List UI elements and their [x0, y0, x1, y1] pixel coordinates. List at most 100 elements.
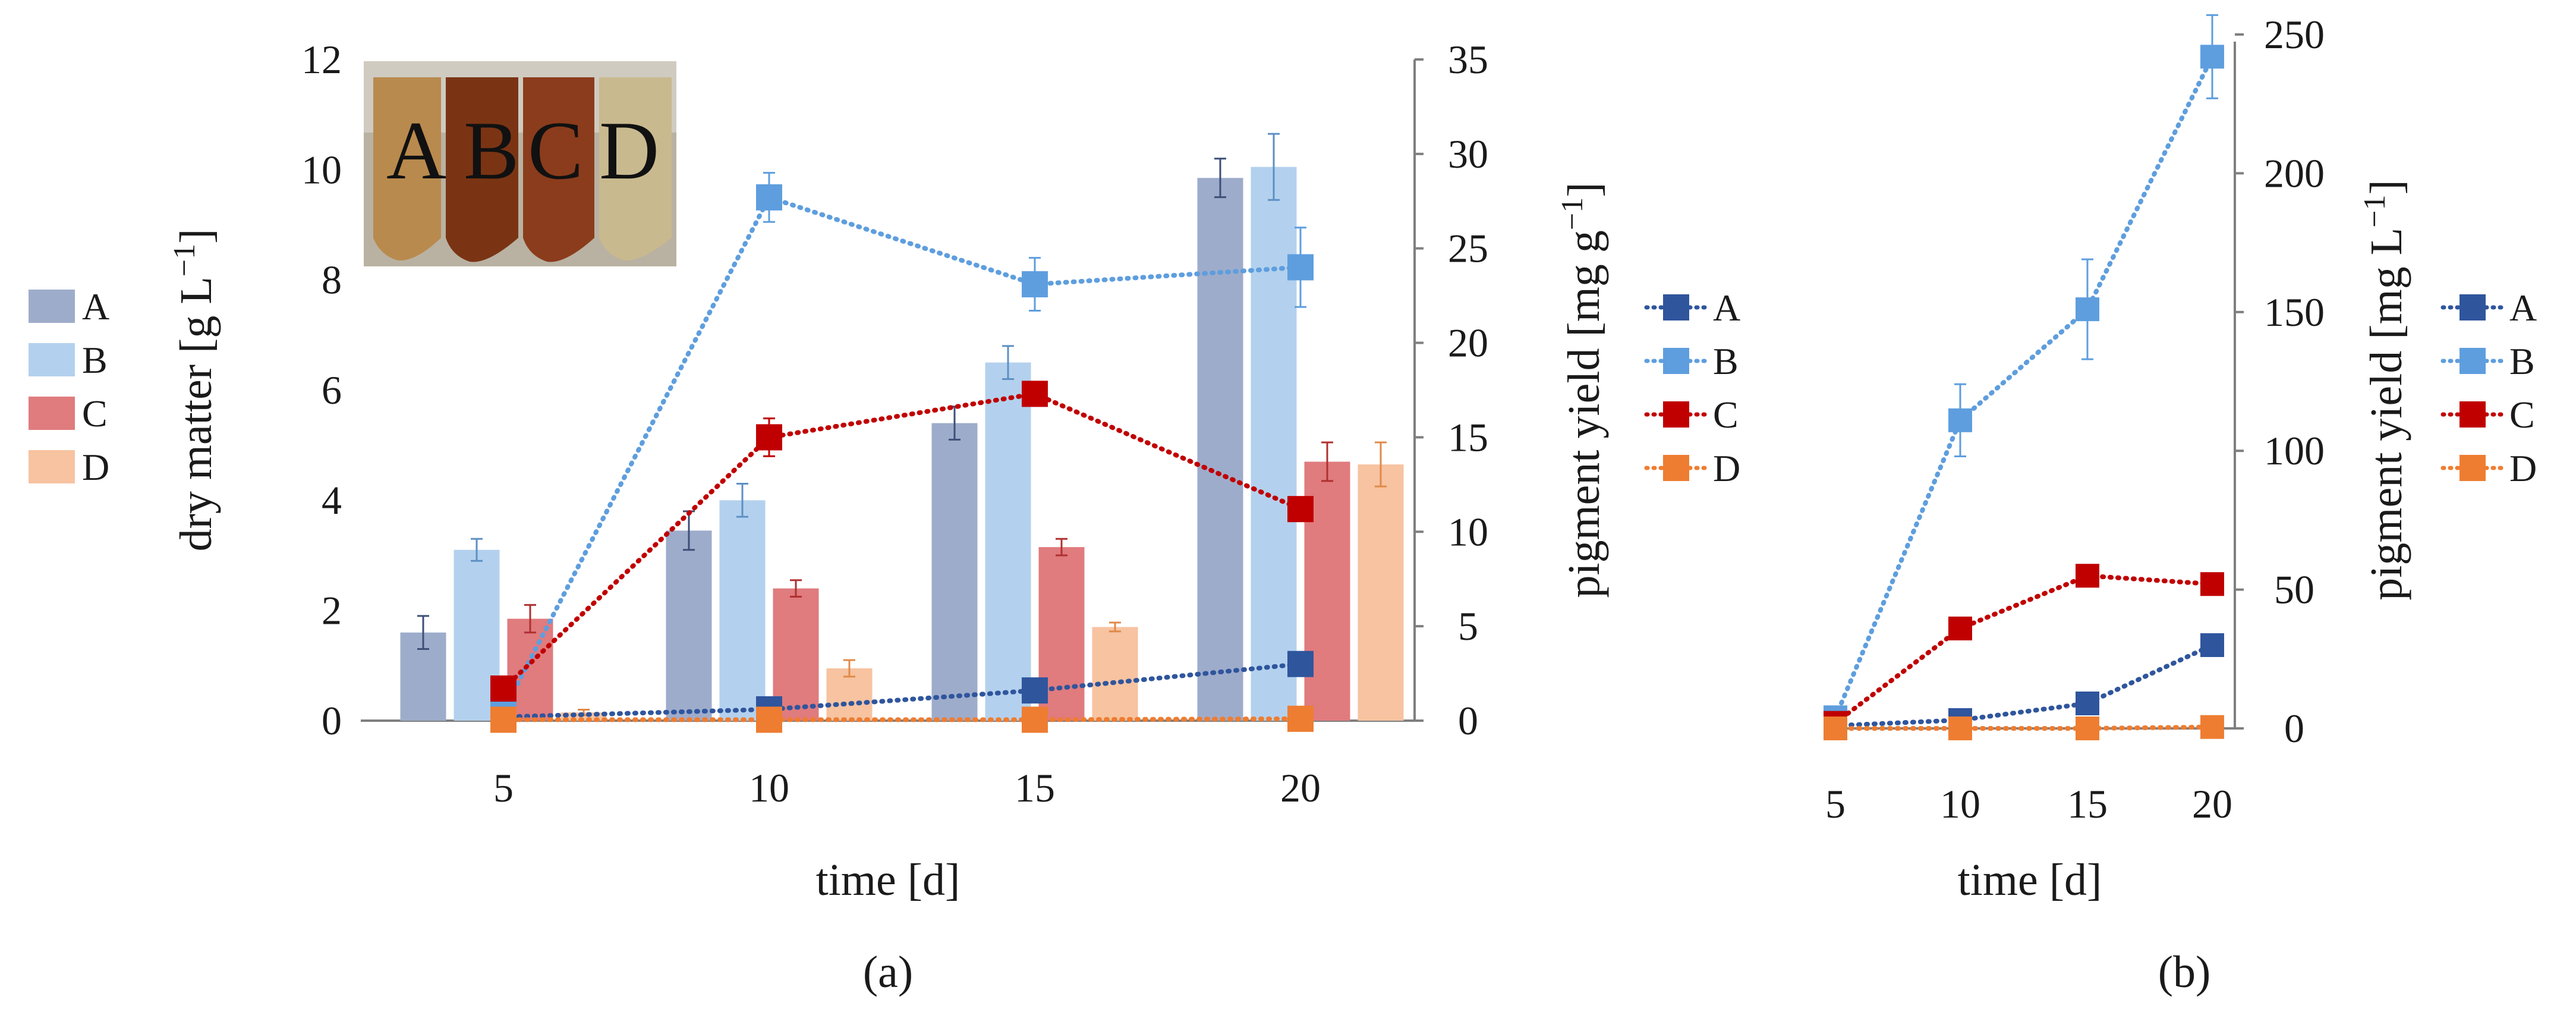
b-marker-d-5	[1824, 717, 1847, 740]
a-series-line-d	[501, 716, 1303, 722]
b-x-tick-label: 5	[1825, 781, 1846, 827]
bar-b-10	[719, 500, 766, 721]
bar-legend-label-b: B	[82, 339, 108, 381]
a-x-tick-label: 20	[1280, 765, 1321, 810]
inset-letter-c: C	[528, 105, 583, 197]
b-caption: (b)	[2158, 947, 2211, 997]
a-marker-a-15	[1022, 677, 1048, 704]
b-legend-label-d: D	[2509, 447, 2537, 489]
b-marker-d-10	[1948, 717, 1972, 740]
b-legend-label-c: C	[2509, 394, 2535, 436]
a-x-tick-label: 10	[749, 765, 789, 810]
b-marker-d-15	[2076, 717, 2099, 740]
a-right-tick-label: 5	[1458, 604, 1478, 649]
a-x-tick-label: 15	[1015, 765, 1055, 810]
b-right-tick-label: 200	[2264, 150, 2325, 196]
b-series-line-a	[1833, 642, 2215, 728]
a-right-tick-label: 35	[1448, 37, 1488, 82]
b-right-tick-label: 100	[2264, 428, 2325, 473]
a-left-tick-label: 10	[301, 147, 342, 192]
panel-b: 0 50 100 150 200 250 5 10 15 20 pigment yield [m…	[1824, 12, 2537, 997]
b-legend-label-a: A	[2509, 287, 2537, 329]
a-marker-d-5	[490, 706, 517, 733]
bar-a-15	[931, 423, 978, 721]
bar-legend-label-c: C	[82, 392, 108, 435]
a-legend-label-b: B	[1713, 340, 1739, 382]
a-marker-b-15	[1022, 271, 1048, 298]
a-left-ticks: 0 2 4 6 8 10 12	[301, 37, 342, 743]
inset-letter-a: A	[386, 105, 446, 197]
bar-legend-swatch-b	[29, 343, 75, 376]
a-marker-b-10	[756, 184, 782, 210]
b-x-axis-title: time [d]	[1958, 855, 2102, 905]
bar-b-15	[985, 362, 1031, 721]
a-right-tick-label: 15	[1448, 414, 1488, 460]
b-marker-b-10	[1948, 408, 1972, 432]
a-legend-label-d: D	[1713, 447, 1740, 489]
a-marker-c-20	[1287, 496, 1314, 523]
a-caption: (a)	[863, 947, 913, 997]
b-legend-label-b: B	[2509, 340, 2535, 382]
b-right-tick-label: 0	[2284, 706, 2304, 751]
b-right-tick-label: 50	[2274, 567, 2314, 612]
a-y-axis-title: dry matter [g L−1]	[168, 229, 222, 552]
a-right-tick-label: 20	[1448, 320, 1488, 366]
b-x-tick-label: 10	[1940, 781, 1980, 827]
b-marker-c-20	[2200, 572, 2224, 596]
b-x-ticks: 5 10 15 20	[1825, 781, 2232, 827]
a-marker-c-5	[490, 675, 517, 702]
bar-legend-swatch-d	[29, 450, 75, 483]
bar-legend-label-d: D	[82, 446, 109, 488]
b-marker-a-15	[2076, 691, 2099, 715]
b-x-tick-label: 20	[2192, 781, 2232, 827]
a-right-ticks: 0 5 10 15 20 25 30 35	[1415, 37, 1488, 743]
bar-d-20	[1358, 464, 1404, 721]
a-marker-d-20	[1287, 705, 1314, 732]
a-legend-marker-d	[1663, 455, 1689, 481]
a-marker-d-10	[756, 706, 782, 733]
a-x-ticks: 5 10 15 20	[493, 765, 1321, 810]
b-right-ticks: 0 50 100 150 200 250	[2235, 12, 2325, 751]
a-x-axis-title: time [d]	[816, 855, 961, 905]
a-right-tick-label: 10	[1448, 509, 1488, 554]
inset-letter-b: B	[464, 105, 519, 197]
a-y2-axis-title: pigment yield [mg g−1]	[1555, 182, 1610, 598]
b-series-line-c	[1833, 573, 2215, 725]
a-marker-b-20	[1287, 254, 1314, 281]
a-legend-marker-b	[1663, 348, 1689, 374]
bar-legend-swatch-a	[29, 290, 75, 323]
b-legend-marker-a	[2460, 294, 2486, 320]
a-marker-d-15	[1022, 706, 1048, 733]
b-marker-a-20	[2200, 633, 2224, 657]
a-right-tick-label: 30	[1448, 131, 1488, 177]
a-marker-a-20	[1287, 651, 1314, 677]
b-marker-c-10	[1948, 616, 1972, 640]
b-series-line-d	[1833, 724, 2215, 731]
bar-legend-label-a: A	[82, 285, 109, 328]
bar-a-10	[666, 530, 712, 721]
a-lines	[490, 172, 1314, 733]
a-x-tick-label: 5	[493, 765, 514, 810]
b-series-line-b	[1833, 54, 2215, 720]
a-legend-marker-a	[1663, 294, 1689, 320]
bar-d-15	[1092, 627, 1138, 721]
a-left-tick-label: 6	[322, 367, 342, 413]
a-series-line-b	[501, 194, 1303, 714]
a-left-tick-label: 12	[301, 37, 342, 82]
a-series-line-c	[501, 391, 1303, 691]
a-legend-label-c: C	[1713, 394, 1739, 436]
b-right-tick-label: 250	[2264, 12, 2325, 57]
bar-a-20	[1197, 178, 1243, 721]
b-lines	[1824, 14, 2224, 740]
bar-b-20	[1251, 166, 1297, 721]
b-right-tick-label: 150	[2264, 290, 2325, 335]
b-legend-marker-d	[2460, 455, 2486, 481]
a-left-tick-label: 0	[322, 698, 342, 743]
panel-a: 0 2 4 6 8 10 12 0 5 10 15 20 25 30 35 5 10 15 20 A B C D…	[29, 37, 1740, 997]
a-left-tick-label: 2	[322, 588, 342, 633]
b-x-tick-label: 15	[2067, 781, 2108, 827]
